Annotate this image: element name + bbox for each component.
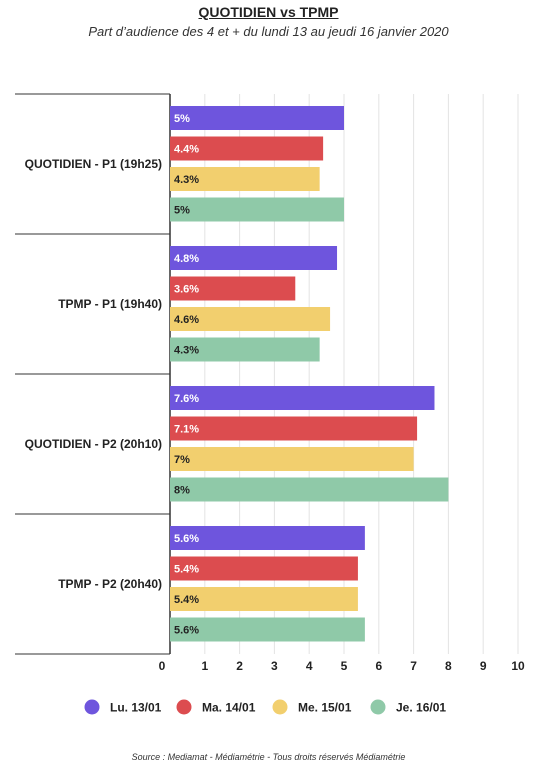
legend-label: Ma. 14/01 xyxy=(202,701,256,715)
bar xyxy=(170,167,320,191)
bar xyxy=(170,447,414,471)
bar-data-label: 5.4% xyxy=(174,594,199,606)
bar xyxy=(170,416,418,441)
bar xyxy=(170,477,449,502)
legend-swatch xyxy=(84,699,100,715)
category-label: TPMP - P2 (20h40) xyxy=(58,577,162,591)
legend-label: Me. 15/01 xyxy=(298,701,352,715)
bar xyxy=(170,136,324,161)
bar-data-label: 7.6% xyxy=(174,393,199,405)
bar xyxy=(170,246,338,270)
chart-source: Source : Mediamat - Médiamétrie - Tous d… xyxy=(131,752,406,762)
bar-data-label: 7.1% xyxy=(174,424,199,436)
legend-label: Je. 16/01 xyxy=(396,701,446,715)
bar-data-label: 7% xyxy=(174,454,190,466)
x-tick-label: 9 xyxy=(480,659,487,673)
x-tick-label: 10 xyxy=(511,659,525,673)
bar xyxy=(170,106,344,130)
legend-swatch xyxy=(176,699,192,715)
bar-data-label: 4.6% xyxy=(174,314,199,326)
x-tick-label: 7 xyxy=(410,659,417,673)
category-label: TPMP - P1 (19h40) xyxy=(58,297,162,311)
x-tick-label: 5 xyxy=(341,659,348,673)
bar xyxy=(170,386,435,410)
x-tick-label: 1 xyxy=(201,659,208,673)
bar-data-label: 5.4% xyxy=(174,564,199,576)
x-tick-label: 2 xyxy=(236,659,243,673)
x-tick-label: 0 xyxy=(159,659,166,673)
chart-title: QUOTIDIEN vs TPMP xyxy=(198,4,339,20)
bar-data-label: 5% xyxy=(174,205,190,217)
bar xyxy=(170,617,365,642)
bar-data-label: 4.3% xyxy=(174,174,199,186)
bar-data-label: 3.6% xyxy=(174,284,199,296)
bar xyxy=(170,556,358,581)
bar-data-label: 5% xyxy=(174,113,190,125)
bar-data-label: 4.8% xyxy=(174,253,199,265)
category-label: QUOTIDIEN - P1 (19h25) xyxy=(25,157,162,171)
bar-data-label: 5.6% xyxy=(174,625,199,637)
bar xyxy=(170,276,296,301)
chart-subtitle: Part d’audience des 4 et + du lundi 13 a… xyxy=(88,24,449,39)
x-tick-label: 8 xyxy=(445,659,452,673)
bar xyxy=(170,587,358,611)
x-tick-label: 6 xyxy=(375,659,382,673)
bar-data-label: 4.4% xyxy=(174,144,199,156)
bar xyxy=(170,307,331,331)
legend-label: Lu. 13/01 xyxy=(110,701,162,715)
bar xyxy=(170,337,320,362)
x-tick-label: 3 xyxy=(271,659,278,673)
bar-data-label: 8% xyxy=(174,485,190,497)
bar-data-label: 5.6% xyxy=(174,533,199,545)
bar xyxy=(170,526,365,550)
legend-swatch xyxy=(370,699,386,715)
legend-swatch xyxy=(272,699,288,715)
bar-data-label: 4.3% xyxy=(174,345,199,357)
chart-svg: QUOTIDIEN - P1 (19h25) 5% 4.4% 4.3% 5% TPMP -… xyxy=(15,93,525,715)
x-tick-label: 4 xyxy=(306,659,313,673)
category-label: QUOTIDIEN - P2 (20h10) xyxy=(25,437,162,451)
bar xyxy=(170,197,344,222)
